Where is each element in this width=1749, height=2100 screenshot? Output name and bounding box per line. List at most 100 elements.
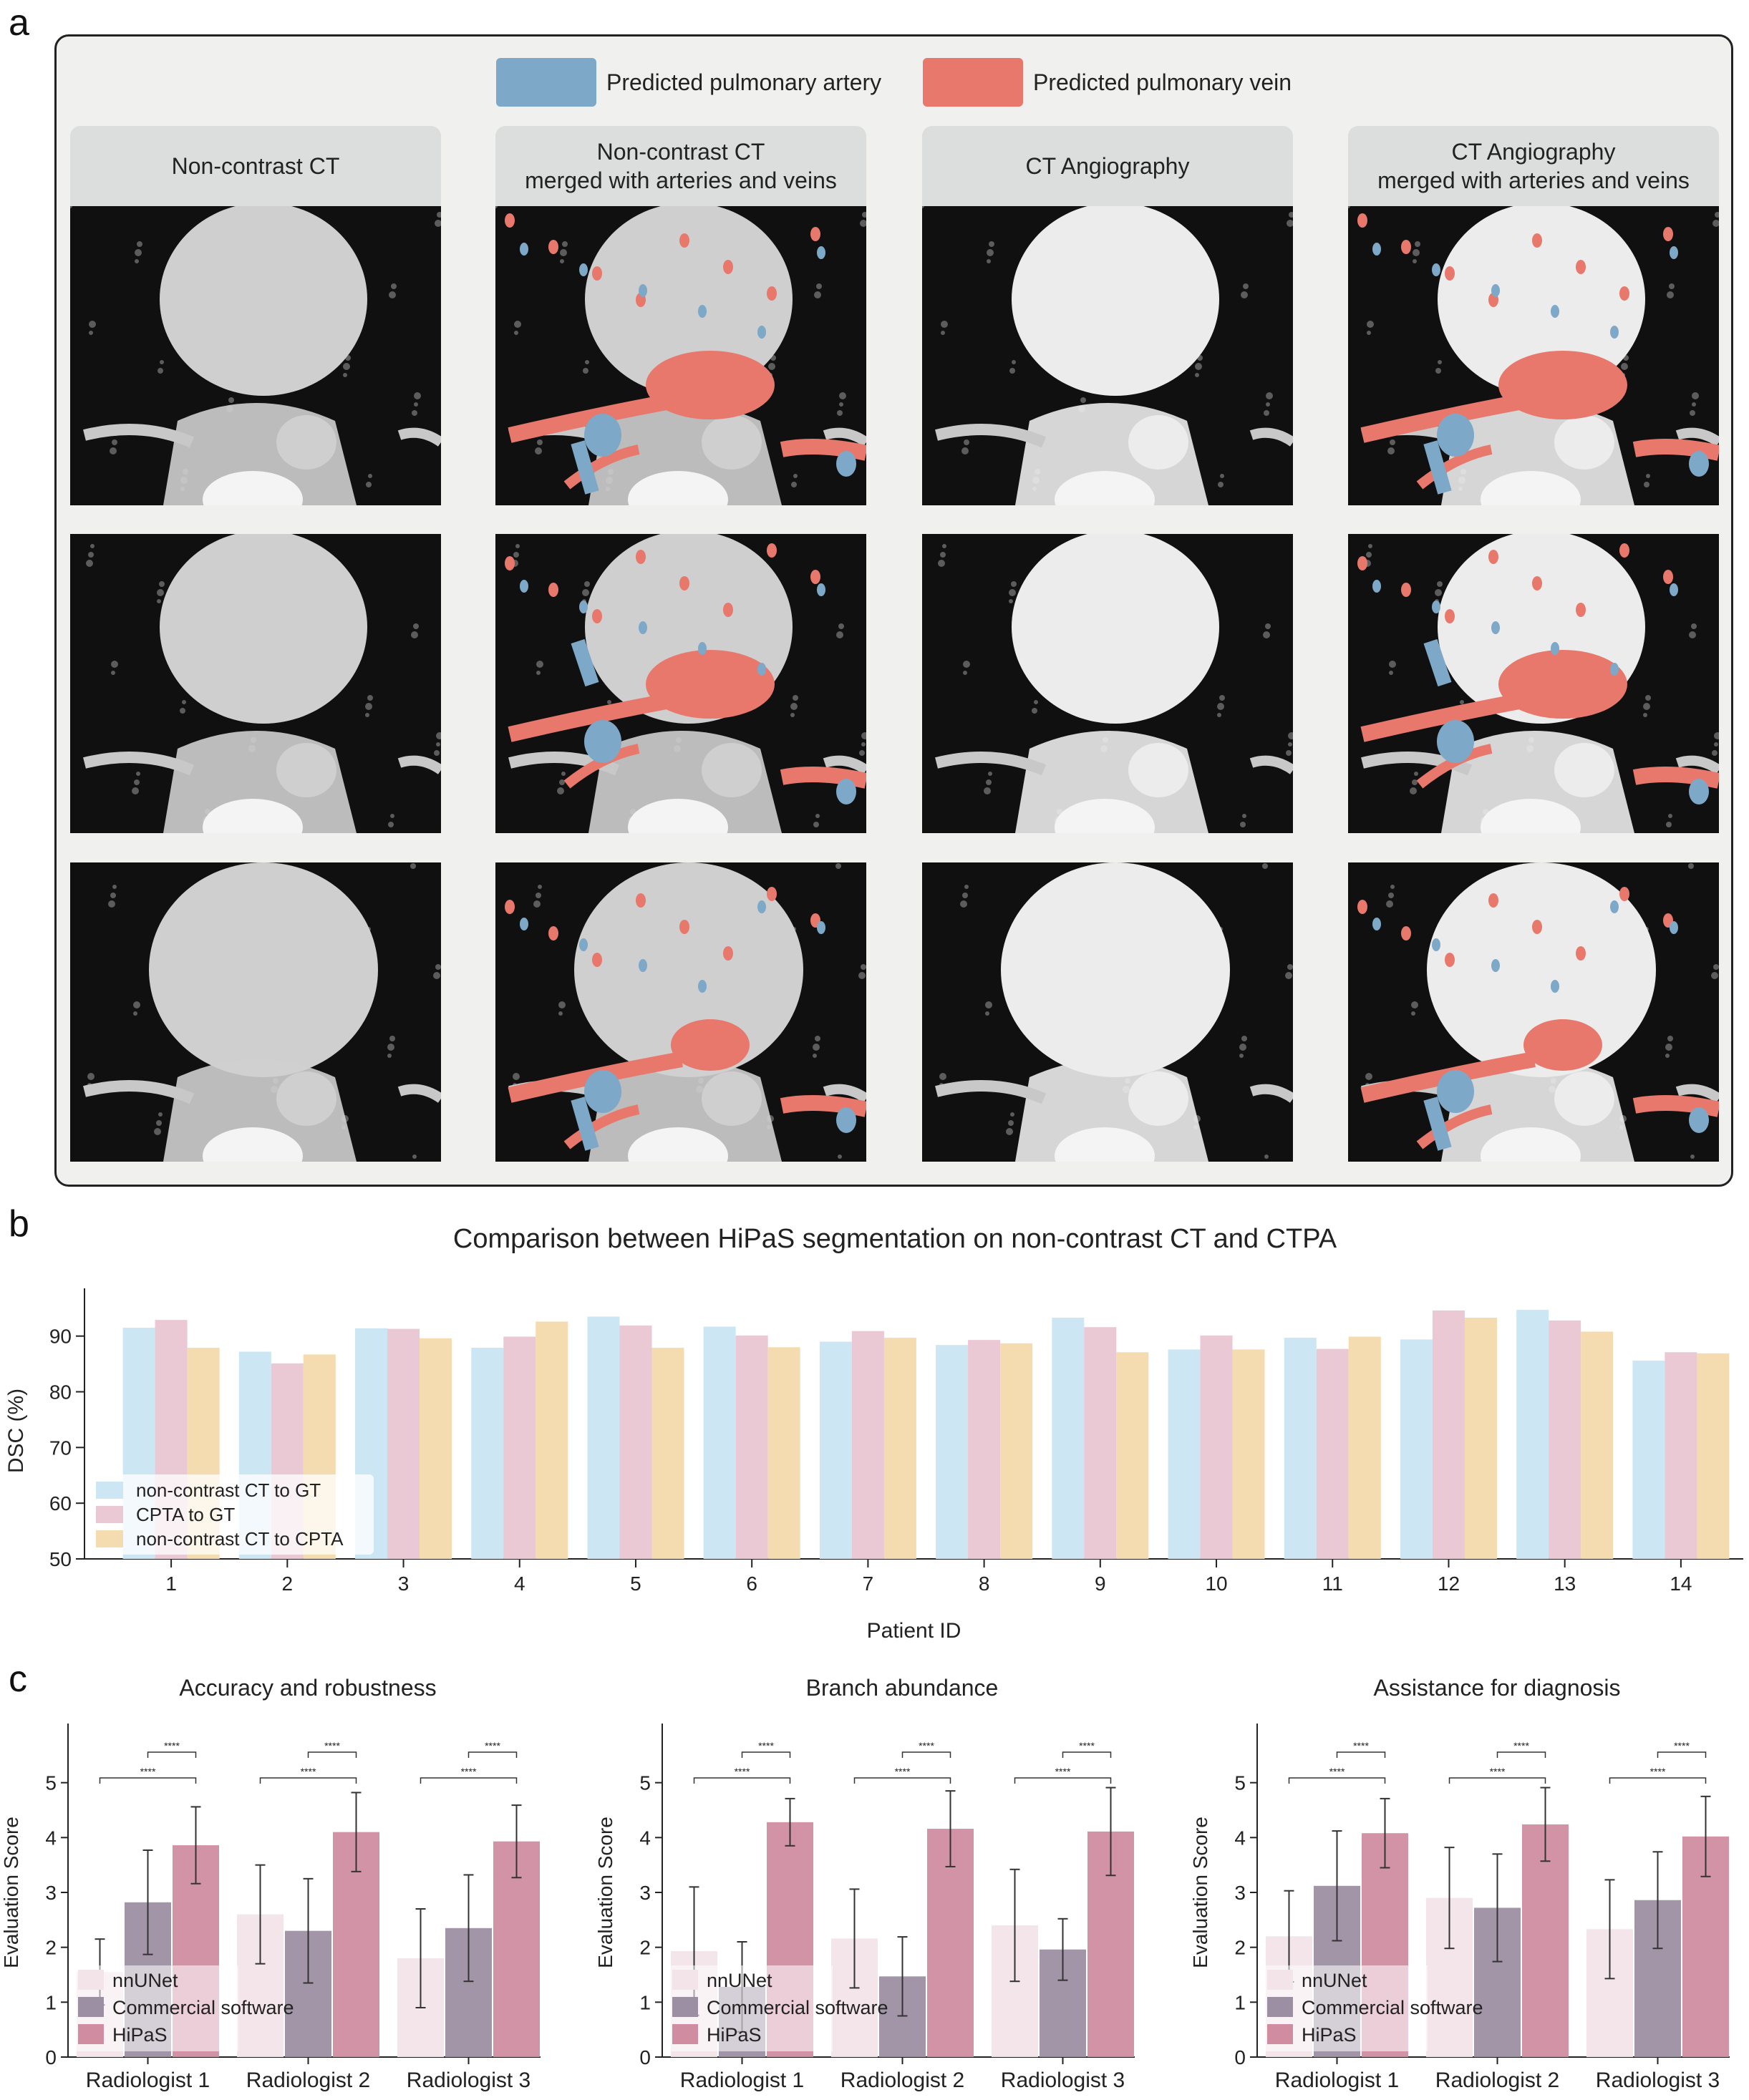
- bar-3-patient-11: [1348, 1336, 1381, 1559]
- eval-chart-title: Branch abundance: [806, 1675, 999, 1701]
- eval-chart-title: Accuracy and robustness: [179, 1675, 436, 1701]
- legend-c-swatch: [672, 1970, 698, 1990]
- legend-c-swatch: [1267, 1970, 1293, 1990]
- significance-label: ****: [1353, 1740, 1369, 1751]
- y-tick-label: 3: [1234, 1882, 1246, 1904]
- y-tick-label: 1: [45, 1991, 57, 2013]
- y-tick-label: 0: [639, 2046, 651, 2069]
- significance-bracket: [693, 1777, 791, 1784]
- x-tick-label: 10: [1205, 1572, 1227, 1595]
- significance-bracket: [99, 1777, 197, 1784]
- legend-c-label: HiPaS: [1302, 2024, 1357, 2046]
- bar-1-patient-14: [1632, 1360, 1665, 1559]
- ct-slice-r1-c1: [70, 206, 441, 505]
- significance-label: ****: [895, 1766, 911, 1777]
- bar-3-patient-4: [536, 1321, 568, 1559]
- ct-slice-r2-c3: [922, 534, 1293, 833]
- significance-label: ****: [919, 1740, 934, 1751]
- panel-a-letter: a: [9, 2, 29, 44]
- bar-2-patient-3: [387, 1328, 420, 1559]
- bar-2-patient-4: [503, 1336, 536, 1559]
- legend-c-label: nnUNet: [112, 1970, 178, 1991]
- bar-3-patient-8: [1000, 1343, 1033, 1559]
- eval-chart-3: Assistance for diagnosis 0 1 2 3 4 5 Evaluation…: [1189, 1675, 1730, 2092]
- bar-3-patient-7: [883, 1338, 916, 1559]
- legend-b-label: non-contrast CT to CPTA: [136, 1528, 344, 1550]
- bar-2-patient-10: [1200, 1335, 1233, 1559]
- legend-c: nnUNet Commercial software HiPaS: [1263, 1965, 1483, 2051]
- y-tick-label: 90: [49, 1326, 72, 1348]
- bar-3-patient-14: [1697, 1353, 1730, 1559]
- bar-3-patient-3: [420, 1338, 452, 1559]
- legend-b-bg: [87, 1474, 374, 1555]
- panel-c-letter: c: [9, 1658, 27, 1700]
- bar-3-patient-5: [651, 1348, 684, 1559]
- x-tick-label: 14: [1670, 1572, 1692, 1595]
- x-tick-label: 8: [979, 1572, 990, 1595]
- x-tick-label: Radiologist 1: [86, 2069, 210, 2092]
- legend-c-label: nnUNet: [1302, 1970, 1367, 1991]
- legend-c-label: Commercial software: [1302, 1997, 1483, 2018]
- y-tick-label: 3: [45, 1882, 57, 1904]
- legend-c-swatch: [78, 2024, 104, 2044]
- x-tick-label: 1: [165, 1572, 177, 1595]
- x-tick-label: 7: [863, 1572, 874, 1595]
- bar-2-patient-14: [1665, 1352, 1697, 1559]
- y-tick-label: 5: [1234, 1772, 1246, 1794]
- bar-2-patient-5: [619, 1325, 652, 1559]
- bar-2-patient-13: [1549, 1320, 1581, 1559]
- significance-label: ****: [1650, 1766, 1666, 1777]
- significance-bracket: [147, 1751, 197, 1758]
- vein-swatch: [923, 58, 1023, 107]
- legend-c-swatch: [1267, 2024, 1293, 2044]
- y-tick-label: 2: [639, 1937, 651, 1959]
- legend-c-swatch: [78, 1997, 104, 2017]
- significance-bracket: [1014, 1777, 1112, 1784]
- bar-3-patient-13: [1581, 1331, 1614, 1559]
- x-tick-label: Radiologist 1: [680, 2069, 804, 2092]
- bar-2-patient-12: [1432, 1310, 1465, 1559]
- y-tick-label: 80: [49, 1381, 72, 1404]
- legend-b-label: non-contrast CT to GT: [136, 1479, 321, 1501]
- legend-c-label: HiPaS: [112, 2024, 168, 2046]
- legend-c-swatch: [672, 2024, 698, 2044]
- y-axis-label: DSC (%): [4, 1389, 28, 1473]
- bar-2-patient-6: [735, 1335, 768, 1559]
- bar-3-patient-6: [767, 1347, 800, 1559]
- significance-bracket: [1336, 1751, 1386, 1758]
- significance-bracket: [1657, 1751, 1707, 1758]
- significance-label: ****: [1674, 1740, 1690, 1751]
- y-tick-label: 4: [639, 1827, 651, 1849]
- column-header-noncontrast-merged: Non-contrast CT merged with arteries and…: [495, 126, 866, 206]
- significance-label: ****: [735, 1766, 750, 1777]
- legend-c-swatch: [78, 1970, 104, 1990]
- bar-1-patient-7: [819, 1341, 852, 1559]
- significance-label: ****: [485, 1740, 500, 1751]
- x-axis-label: Patient ID: [867, 1619, 961, 1643]
- column-header-cta: CT Angiography: [922, 126, 1293, 206]
- significance-bracket: [420, 1777, 518, 1784]
- significance-bracket: [1062, 1751, 1112, 1758]
- bar-2-patient-9: [1084, 1327, 1117, 1559]
- y-tick-label: 50: [49, 1548, 72, 1570]
- x-tick-label: 13: [1554, 1572, 1576, 1595]
- significance-label: ****: [1079, 1740, 1095, 1751]
- ct-slice-r3-c3: [922, 862, 1293, 1162]
- significance-label: ****: [324, 1740, 340, 1751]
- evaluation-score-charts: Accuracy and robustness 0 1 2 3 4 5 Evaluation …: [0, 1675, 1730, 2092]
- x-tick-label: Radiologist 3: [1596, 2069, 1720, 2092]
- y-tick-label: 1: [1234, 1991, 1246, 2013]
- legend-c-label: Commercial software: [707, 1997, 888, 2018]
- x-tick-label: Radiologist 1: [1275, 2069, 1399, 2092]
- chart-b-title: Comparison between HiPaS segmentation on…: [452, 1224, 1337, 1254]
- eval-chart-title: Assistance for diagnosis: [1373, 1675, 1620, 1701]
- bar-1-patient-11: [1284, 1338, 1317, 1559]
- eval-chart-1: Accuracy and robustness 0 1 2 3 4 5 Evaluation …: [0, 1675, 541, 2092]
- legend-vein: Predicted pulmonary vein: [923, 58, 1292, 107]
- x-tick-label: Radiologist 2: [1435, 2069, 1559, 2092]
- x-tick-label: 9: [1095, 1572, 1106, 1595]
- x-tick-label: 11: [1322, 1572, 1343, 1595]
- bar-2-patient-7: [851, 1331, 884, 1559]
- ct-slice-r2-c1: [70, 534, 441, 833]
